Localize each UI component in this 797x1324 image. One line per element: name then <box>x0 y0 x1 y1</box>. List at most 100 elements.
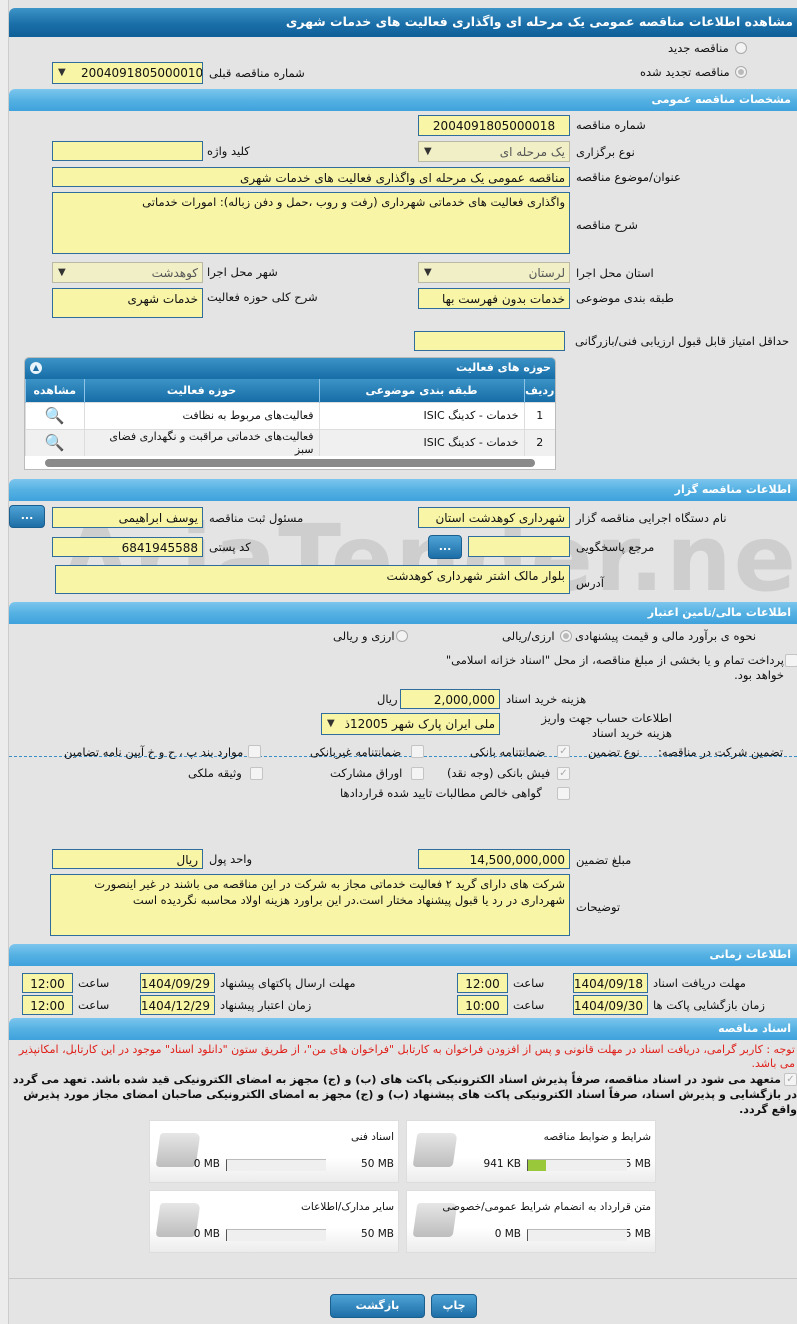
document-file-box[interactable]: اسناد فنی 50 MB 0 MB <box>149 1120 399 1183</box>
file-max: 50 MB <box>361 1158 394 1170</box>
bank-guarantee-checkbox[interactable]: ✓ <box>557 745 570 758</box>
send-date-field[interactable]: 1404/09/29 <box>140 973 215 993</box>
pledge-text: متعهد می شود در اسناد مناقصه، صرفاً پذیر… <box>12 1073 797 1116</box>
city-value: کوهدشت <box>151 266 198 280</box>
province-select[interactable]: لرستان ▼ <box>418 262 570 283</box>
print-button[interactable]: چاپ <box>431 1294 477 1318</box>
org-name-field[interactable]: شهرداری کوهدشت استان <box>418 507 570 528</box>
section-org: اطلاعات مناقصه گزار <box>9 479 797 501</box>
account-label: اطلاعات حساب جهت واریز هزینه خرید اسناد <box>541 711 672 740</box>
claims-certificate-checkbox[interactable] <box>557 787 570 800</box>
receive-date-field[interactable]: 1404/09/18 <box>573 973 648 993</box>
description-field[interactable]: واگذاری فعالیت های خدماتی شهرداری (رفت و… <box>52 192 570 254</box>
file-size: 0 MB <box>193 1158 220 1170</box>
min-score-label: حداقل امتیاز قابل قبول ارزیابی فنی/بازرگ… <box>575 334 790 348</box>
claims-certificate-label: گواهی خالص مطالبات تایید شده قراردادها <box>340 786 542 800</box>
regulation-items-checkbox[interactable] <box>248 745 261 758</box>
bonds-checkbox[interactable] <box>411 767 424 780</box>
type-select[interactable]: یک مرحله ای ▼ <box>418 141 570 162</box>
account-select[interactable]: ملی ایران پارک شهر 12005ذ ▼ <box>321 713 500 735</box>
doc-cost-label: هزینه خرید اسناد <box>506 692 587 706</box>
prev-number-select[interactable]: ▼ 2004091805000010 <box>52 62 203 84</box>
document-file-box[interactable]: متن قرارداد به انضمام شرایط عمومی/خصوصی … <box>406 1190 656 1253</box>
responsible-more-button[interactable]: ... <box>9 505 45 528</box>
treasury-text-content: پرداخت تمام و یا بخشی از مبلغ مناقصه، از… <box>445 653 784 682</box>
treasury-text: پرداخت تمام و یا بخشی از مبلغ مناقصه، از… <box>420 653 784 683</box>
section-general: مشخصات مناقصه عمومی <box>9 89 797 111</box>
property-checkbox[interactable] <box>250 767 263 780</box>
new-tender-radio[interactable] <box>735 42 747 54</box>
nonbank-guarantee-checkbox[interactable] <box>411 745 424 758</box>
view-icon[interactable]: 🔍 <box>25 401 84 429</box>
file-name: متن قرارداد به انضمام شرایط عمومی/خصوصی <box>442 1201 651 1213</box>
guarantee-amount-field[interactable]: 14,500,000,000 <box>418 849 570 869</box>
scope-label: شرح کلی حوزه فعالیت <box>207 290 318 304</box>
left-gutter <box>0 0 9 1324</box>
reference-field[interactable] <box>468 536 570 557</box>
scope-field[interactable]: خدمات شهری <box>52 288 203 318</box>
row-field: فعالیت‌های مربوط به نظافت <box>83 401 319 429</box>
document-file-box[interactable]: سایر مدارک/اطلاعات 50 MB 0 MB <box>149 1190 399 1253</box>
section-finance: اطلاعات مالی/تامین اعتبار <box>9 602 797 624</box>
chevron-down-icon: ▼ <box>58 267 66 278</box>
doc-cost-field[interactable]: 2,000,000 <box>400 689 500 709</box>
keyword-field[interactable] <box>52 141 203 161</box>
table-row: 2 خدمات - کدینگ ISIC فعالیت‌های خدماتی مرا… <box>25 428 555 456</box>
col-row: ردیف <box>523 379 555 402</box>
col-field: حوزه فعالیت <box>83 379 319 402</box>
collapse-icon[interactable]: ▲ <box>30 362 42 374</box>
description-label: شرح مناقصه <box>576 218 638 232</box>
row-no: 1 <box>523 401 555 429</box>
bank-receipt-label: فیش بانکی (وجه نقد) <box>447 766 551 780</box>
receive-time-field[interactable]: 12:00 <box>457 973 508 993</box>
valid-time-field[interactable]: 12:00 <box>22 995 73 1015</box>
tender-number-field[interactable]: 2004091805000018 <box>418 115 570 136</box>
col-view: مشاهده <box>25 379 84 402</box>
row-category: خدمات - کدینگ ISIC <box>318 428 524 456</box>
postal-code-field[interactable]: 6841945588 <box>52 537 203 557</box>
col-category: طبقه بندی موضوعی <box>318 379 524 402</box>
valid-label: زمان اعتبار پیشنهاد <box>220 998 312 1012</box>
hour-label: ساعت <box>78 976 110 990</box>
row-field: فعالیت‌های خدماتی مراقبت و نگهداری فضای … <box>83 428 319 456</box>
category-field[interactable]: خدمات بدون فهرست بها <box>418 288 570 309</box>
tender-number-label: شماره مناقصه <box>576 118 646 132</box>
reference-label: مرجع پاسخگویی <box>576 540 655 554</box>
horizontal-scrollbar[interactable] <box>45 459 535 467</box>
rial-label: ارزی/ریالی <box>502 629 555 643</box>
currency-and-rial-radio[interactable] <box>396 630 408 642</box>
type-value: یک مرحله ای <box>499 145 565 159</box>
subject-field[interactable]: مناقصه عمومی یک مرحله ای واگذاری فعالیت … <box>52 167 570 187</box>
address-field[interactable]: بلوار مالک اشتر شهرداری کوهدشت <box>55 565 570 594</box>
min-score-field[interactable] <box>414 331 565 351</box>
currency-and-rial-label: ارزی و ریالی <box>333 629 395 643</box>
city-select[interactable]: کوهدشت ▼ <box>52 262 203 283</box>
rial-radio[interactable] <box>560 630 572 642</box>
responsible-field[interactable]: یوسف ابراهیمی <box>52 507 203 528</box>
bank-receipt-checkbox[interactable]: ✓ <box>557 767 570 780</box>
open-date-field[interactable]: 1404/09/30 <box>573 995 648 1015</box>
open-time-field[interactable]: 10:00 <box>457 995 508 1015</box>
document-file-box[interactable]: شرایط و ضوابط مناقصه 5 MB 941 KB <box>406 1120 656 1183</box>
prev-number-label: شماره مناقصه قبلی <box>209 66 305 80</box>
nonbank-guarantee-label: ضمانتنامه غیربانکی <box>310 745 402 759</box>
file-name: شرایط و ضوابط مناقصه <box>543 1131 651 1143</box>
doc-cost-currency: ریال <box>377 692 398 706</box>
view-icon[interactable]: 🔍 <box>25 428 84 456</box>
file-progress-fill <box>528 1160 546 1171</box>
row-category: خدمات - کدینگ ISIC <box>318 401 524 429</box>
reference-more-button[interactable]: ... <box>428 535 462 559</box>
file-progress-bar <box>226 1229 326 1241</box>
currency-unit-field[interactable]: ریال <box>52 849 203 869</box>
send-label: مهلت ارسال پاکتهای پیشنهاد <box>220 976 356 990</box>
back-button[interactable]: بازگشت <box>330 1294 425 1318</box>
province-value: لرستان <box>528 266 565 280</box>
open-label: زمان بازگشایی پاکت ها <box>653 998 765 1012</box>
treasury-checkbox[interactable] <box>785 654 797 667</box>
send-time-field[interactable]: 12:00 <box>22 973 73 993</box>
hour-label: ساعت <box>513 998 545 1012</box>
activities-title: حوزه های فعالیت <box>456 361 551 374</box>
renewed-tender-radio[interactable] <box>735 66 747 78</box>
notes-field[interactable]: شرکت های دارای گرید ۲ فعالیت خدماتی مجاز… <box>50 874 570 936</box>
valid-date-field[interactable]: 1404/12/29 <box>140 995 215 1015</box>
